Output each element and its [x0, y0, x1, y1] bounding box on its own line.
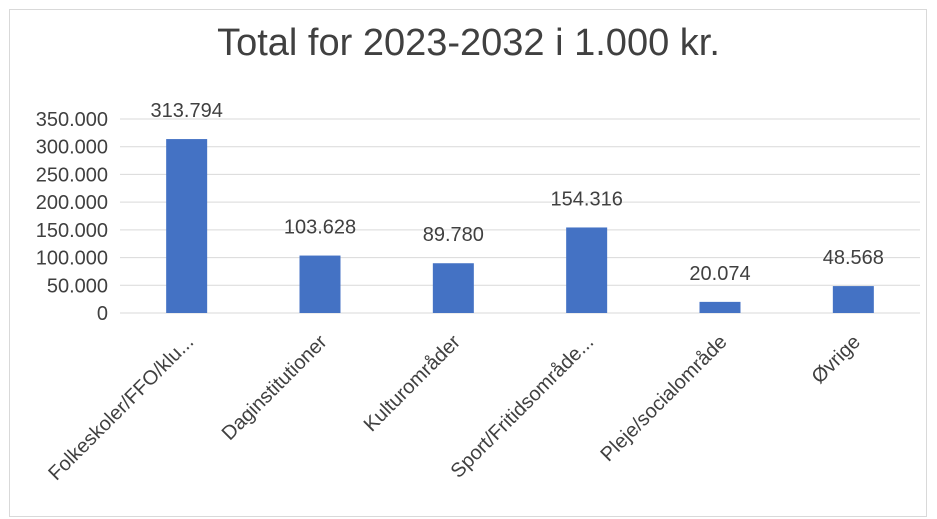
bar [832, 286, 874, 313]
x-axis-ticks: Folkeskoler/FFO/klu... Daginstitutioner Ku… [44, 331, 865, 485]
bar [299, 255, 341, 313]
chart-frame [9, 9, 927, 517]
bar [166, 139, 208, 313]
chart-title: Total for 2023-2032 i 1.000 kr. [217, 22, 720, 64]
y-tick-label: 200.000 [36, 192, 108, 214]
data-labels: 313.794 103.628 89.780 154.316 20.074 48.568 [151, 100, 884, 285]
data-label: 154.316 [551, 188, 623, 210]
y-tick-label: 50.000 [47, 275, 108, 297]
x-tick-label: Folkeskoler/FFO/klu... [44, 331, 198, 485]
y-tick-label: 150.000 [36, 220, 108, 242]
data-label: 313.794 [151, 100, 223, 122]
data-label: 48.568 [823, 247, 884, 269]
bar [566, 227, 608, 313]
x-tick-label: Pleje/socialområde [596, 331, 731, 466]
bars [166, 139, 874, 313]
y-tick-label: 300.000 [36, 137, 108, 159]
y-tick-label: 0 [97, 303, 108, 325]
y-axis-ticks: 0 50.000 100.000 150.000 200.000 250.000 300.0… [36, 109, 108, 325]
bar [432, 263, 474, 313]
data-label: 89.780 [423, 224, 484, 246]
data-label: 20.074 [689, 263, 750, 285]
y-tick-label: 100.000 [36, 248, 108, 270]
x-tick-label: Daginstitutioner [218, 331, 332, 445]
y-tick-label: 250.000 [36, 164, 108, 186]
bar [699, 301, 741, 313]
data-label: 103.628 [284, 217, 356, 239]
x-tick-label: Øvrige [808, 331, 865, 388]
x-tick-label: Sport/Fritidsområde... [447, 331, 599, 483]
x-tick-label: Kulturområder [360, 331, 465, 436]
gridlines [120, 118, 920, 314]
y-tick-label: 350.000 [36, 109, 108, 131]
